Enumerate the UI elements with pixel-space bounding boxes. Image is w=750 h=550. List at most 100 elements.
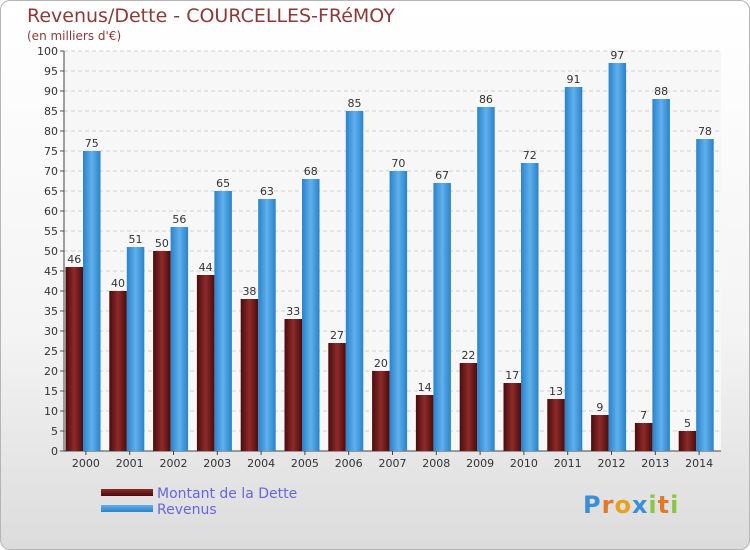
data-label-debt: 20 — [374, 357, 388, 370]
data-label-debt: 46 — [67, 253, 81, 266]
bar-debt — [459, 363, 478, 451]
data-label-revenus: 51 — [129, 233, 143, 246]
bar-revenus — [170, 227, 189, 451]
x-tick-label: 2013 — [641, 457, 669, 470]
bar-revenus — [389, 171, 408, 451]
data-label-debt: 38 — [242, 285, 256, 298]
x-tick-label: 2012 — [598, 457, 626, 470]
x-tick-label: 2010 — [510, 457, 538, 470]
x-tick-label: 2004 — [247, 457, 275, 470]
x-tick-label: 2005 — [291, 457, 319, 470]
legend-swatch-revenus — [101, 505, 153, 512]
x-tick-label: 2014 — [685, 457, 713, 470]
y-tick-label: 85 — [44, 105, 58, 118]
bar-debt — [284, 319, 302, 451]
bar-revenus — [214, 191, 232, 451]
logo-letter: i — [670, 491, 680, 519]
y-tick-label: 30 — [44, 325, 58, 338]
data-label-debt: 33 — [286, 305, 300, 318]
y-tick-label: 100 — [37, 45, 58, 58]
data-label-debt: 7 — [640, 409, 647, 422]
bar-revenus — [83, 151, 101, 451]
bar-debt — [634, 423, 653, 451]
data-label-debt: 5 — [684, 417, 691, 430]
chart-subtitle: (en milliers d'€) — [27, 29, 122, 43]
bar-debt — [153, 251, 171, 451]
y-tick-label: 90 — [44, 85, 58, 98]
x-tick-label: 2007 — [379, 457, 407, 470]
x-tick-label: 2002 — [160, 457, 188, 470]
bar-debt — [328, 343, 346, 451]
bar-revenus — [126, 247, 145, 451]
data-label-revenus: 68 — [304, 165, 318, 178]
data-label-debt: 50 — [155, 237, 169, 250]
logo-letter: t — [657, 491, 671, 519]
bar-revenus — [477, 107, 495, 451]
data-label-debt: 22 — [461, 349, 475, 362]
y-tick-label: 55 — [44, 225, 58, 238]
bar-revenus — [258, 199, 276, 451]
x-tick-label: 2000 — [72, 457, 100, 470]
y-tick-label: 5 — [51, 425, 58, 438]
x-tick-label: 2006 — [335, 457, 363, 470]
x-tick-label: 2003 — [203, 457, 231, 470]
y-tick-label: 35 — [44, 305, 58, 318]
x-tick-label: 2009 — [466, 457, 494, 470]
y-tick-label: 0 — [51, 445, 58, 458]
logo-letter: o — [614, 491, 632, 519]
logo-letter: x — [631, 491, 649, 519]
data-label-revenus: 75 — [85, 137, 99, 150]
y-tick-label: 95 — [44, 65, 58, 78]
proxiti-logo: Proxiti — [583, 491, 679, 519]
bar-debt — [240, 299, 259, 451]
bar-debt — [547, 399, 565, 451]
data-label-debt: 14 — [418, 381, 432, 394]
legend-label-debt: Montant de la Dette — [157, 486, 298, 502]
bar-debt — [372, 371, 390, 451]
bar-revenus — [652, 99, 670, 451]
x-tick-label: 2011 — [554, 457, 582, 470]
bar-revenus — [564, 87, 583, 451]
data-label-revenus: 78 — [698, 125, 712, 138]
bar-revenus — [345, 111, 364, 451]
data-label-debt: 40 — [111, 277, 125, 290]
data-label-revenus: 72 — [523, 149, 537, 162]
data-label-revenus: 97 — [610, 49, 624, 62]
x-tick-label: 2008 — [422, 457, 450, 470]
logo-letter: r — [601, 491, 615, 519]
x-tick-label: 2001 — [116, 457, 144, 470]
bar-debt — [503, 383, 521, 451]
data-label-debt: 13 — [549, 385, 563, 398]
data-label-revenus: 67 — [435, 169, 449, 182]
bar-revenus — [433, 183, 451, 451]
y-tick-label: 10 — [44, 405, 58, 418]
legend-swatch-debt — [101, 489, 153, 496]
data-label-debt: 17 — [505, 369, 519, 382]
bar-revenus — [521, 163, 539, 451]
data-label-revenus: 88 — [654, 85, 668, 98]
data-label-revenus: 65 — [216, 177, 230, 190]
data-label-debt: 44 — [199, 261, 213, 274]
data-label-debt: 27 — [330, 329, 344, 342]
bar-debt — [196, 275, 215, 451]
data-label-revenus: 86 — [479, 93, 493, 106]
logo-letter: i — [648, 491, 658, 519]
data-label-revenus: 91 — [567, 73, 581, 86]
y-tick-label: 20 — [44, 365, 58, 378]
data-label-revenus: 70 — [391, 157, 405, 170]
bar-revenus — [302, 179, 320, 451]
y-tick-label: 80 — [44, 125, 58, 138]
bar-revenus — [608, 63, 627, 451]
y-tick-label: 65 — [44, 185, 58, 198]
bar-debt — [109, 291, 127, 451]
y-tick-label: 40 — [44, 285, 58, 298]
y-tick-label: 50 — [44, 245, 58, 258]
data-label-debt: 9 — [596, 401, 603, 414]
y-tick-label: 15 — [44, 385, 58, 398]
logo-letter: P — [583, 491, 602, 519]
bar-debt — [65, 267, 83, 451]
y-tick-label: 70 — [44, 165, 58, 178]
legend-label-revenus: Revenus — [157, 502, 217, 518]
